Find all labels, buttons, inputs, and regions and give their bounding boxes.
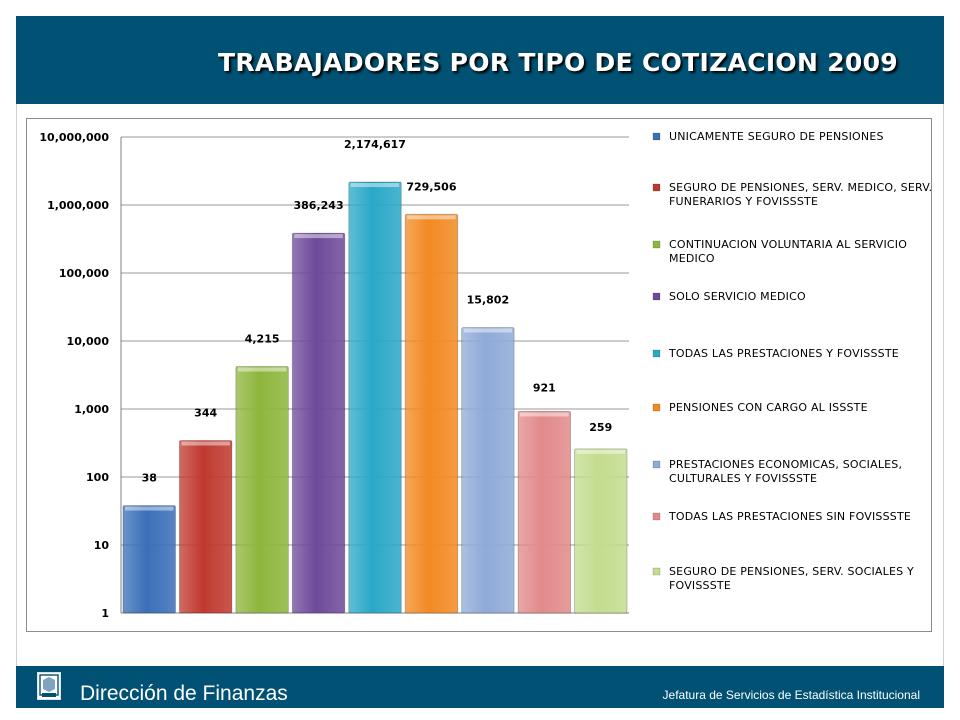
bar-highlight: [520, 412, 569, 417]
bar: [235, 366, 289, 614]
bar-highlight: [124, 506, 174, 511]
slide-footer: [16, 666, 944, 708]
legend-swatch: [652, 183, 661, 192]
data-label: 729,506: [406, 180, 456, 193]
legend: UNICAMENTE SEGURO DE PENSIONES SEGURO DE …: [652, 130, 931, 592]
y-tick-label: 1,000: [74, 403, 109, 416]
data-label: 38: [142, 472, 157, 485]
chart-area: 1 10 100 1,000 10,000 100,000 1,000,000 10,000,…: [26, 118, 932, 632]
bar: [348, 181, 402, 614]
data-label: 2,174,617: [344, 138, 406, 151]
legend-swatch: [652, 512, 661, 521]
bar: [122, 505, 176, 614]
bar: [461, 327, 515, 614]
legend-entry: TODAS LAS PRESTACIONES SIN FOVISSSTE: [668, 510, 911, 523]
bar: [517, 411, 571, 614]
legend-entry: PRESTACIONES ECONOMICAS, SOCIALES, CULTUR…: [669, 458, 902, 485]
bar-highlight: [407, 215, 456, 220]
legend-entry: SOLO SERVICIO MEDICO: [669, 290, 806, 303]
legend-entry: SEGURO DE PENSIONES, SERV. MEDICO, SERV.…: [669, 181, 931, 208]
data-label: 15,802: [467, 293, 509, 306]
footer-office: Jefatura de Servicios de Estadística Ins…: [662, 688, 920, 702]
bar-highlight: [181, 441, 230, 446]
bars: [122, 181, 628, 614]
page-title: TRABAJADORES POR TIPO DE COTIZACION 2009: [218, 48, 898, 77]
y-tick-label: 10: [94, 539, 110, 552]
y-tick-label: 1,000,000: [47, 199, 109, 212]
bar: [574, 448, 628, 614]
legend-swatch: [652, 567, 661, 576]
slide-header: [16, 16, 944, 104]
footer-department: Dirección de Finanzas: [80, 682, 288, 705]
y-axis-ticks: 1 10 100 1,000 10,000 100,000 1,000,000 10,000,…: [39, 131, 109, 620]
bar-highlight: [463, 328, 513, 333]
legend-entry: SEGURO DE PENSIONES, SERV. SOCIALES Y FOV…: [669, 565, 914, 592]
legend-entry: PENSIONES CON CARGO AL ISSSTE: [669, 401, 868, 414]
legend-entry: CONTINUACION VOLUNTARIA AL SERVICIO MEDIC…: [669, 238, 907, 265]
issste-logo-icon: [37, 672, 61, 700]
legend-entry: UNICAMENTE SEGURO DE PENSIONES: [669, 130, 884, 143]
y-tick-label: 1: [101, 607, 109, 620]
legend-swatch: [652, 292, 661, 301]
bar: [179, 440, 233, 614]
bar: [291, 232, 346, 614]
data-labels: 38 344 4,215 386,243 2,174,617 729,506 15,802 9…: [142, 138, 613, 485]
legend-entry: TODAS LAS PRESTACIONES Y FOVISSSTE: [668, 347, 899, 360]
legend-swatch: [652, 240, 661, 249]
legend-swatch: [652, 349, 661, 358]
data-label: 4,215: [245, 333, 280, 346]
data-label: 259: [589, 421, 612, 434]
y-tick-label: 100,000: [59, 267, 109, 280]
data-label: 386,243: [294, 199, 344, 212]
data-label: 921: [533, 381, 556, 394]
y-tick-label: 10,000: [67, 335, 110, 348]
y-tick-label: 100: [86, 471, 109, 484]
bar-highlight: [237, 367, 287, 372]
bar-highlight: [576, 449, 626, 454]
legend-swatch: [652, 132, 661, 141]
bar-chart: 1 10 100 1,000 10,000 100,000 1,000,000 10,000,…: [39, 130, 931, 620]
bar-highlight: [294, 234, 343, 239]
legend-swatch: [652, 403, 661, 412]
bar-highlight: [350, 183, 400, 188]
y-tick-label: 10,000,000: [39, 131, 109, 144]
data-label: 344: [194, 407, 217, 420]
bar: [404, 213, 459, 614]
legend-swatch: [652, 460, 661, 469]
